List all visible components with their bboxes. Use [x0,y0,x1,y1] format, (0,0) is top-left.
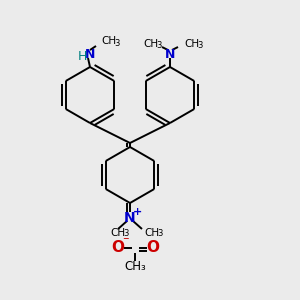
Text: O: O [112,241,124,256]
Text: 3: 3 [114,38,119,47]
Text: 3: 3 [156,40,161,50]
Text: N: N [124,211,136,225]
Text: +: + [132,207,142,217]
Text: 3: 3 [157,230,162,238]
Text: CH: CH [184,39,199,49]
Text: O: O [146,241,160,256]
Text: H: H [77,50,87,62]
Text: N: N [85,47,95,61]
Text: 3: 3 [123,230,128,238]
Text: 3: 3 [197,40,203,50]
Text: CH: CH [144,228,159,238]
Text: CH: CH [110,228,125,238]
Text: ⁻: ⁻ [122,236,128,248]
Text: CH₃: CH₃ [124,260,146,272]
Text: N: N [165,47,175,61]
Text: CH: CH [143,39,158,49]
Text: CH: CH [101,36,116,46]
